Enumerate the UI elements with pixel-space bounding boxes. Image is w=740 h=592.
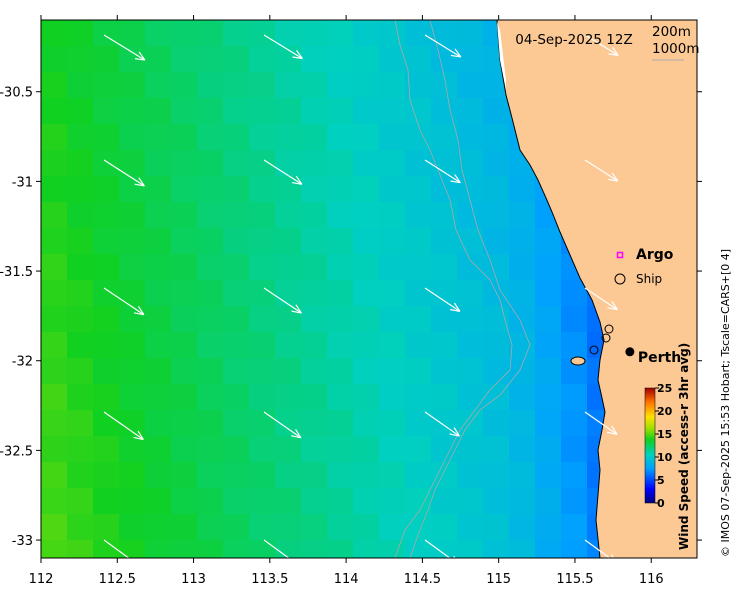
wind-arrow <box>584 287 618 311</box>
wind-arrow <box>424 34 462 58</box>
colorbar-tick-label: 10 <box>657 451 673 464</box>
date-label: 04-Sep-2025 12Z <box>515 32 632 48</box>
wind-arrow <box>263 159 303 185</box>
y-tick-label: -31 <box>12 175 33 190</box>
contour-label-200m: 200m <box>652 24 691 40</box>
colorbar-label: Wind Speed (access-r 3hr avg) <box>677 343 691 550</box>
perth-city-label: Perth <box>638 350 681 366</box>
colorbar-tick-label: 15 <box>657 428 672 441</box>
argo-legend-label: Argo <box>636 247 674 263</box>
x-tick-label: 112.5 <box>99 572 136 587</box>
perth-coast-islands <box>570 324 614 366</box>
colorbar-tick-label: 5 <box>657 474 665 487</box>
wind-arrow <box>103 287 145 316</box>
wind-arrow <box>424 287 461 312</box>
wind-arrow <box>424 159 461 184</box>
x-tick-label: 114 <box>334 572 359 587</box>
y-tick-label: -32.5 <box>0 444 33 459</box>
wind-arrow <box>584 411 618 435</box>
x-tick-label: 116 <box>639 572 664 587</box>
y-tick-label: -30.5 <box>0 86 33 101</box>
wind-arrow <box>424 411 460 437</box>
bathymetry-200m-contour <box>394 20 513 558</box>
plot-frame <box>40 19 698 559</box>
colorbar-tick-label: 25 <box>657 382 672 395</box>
wind-arrow <box>103 411 144 441</box>
wind-arrow <box>584 159 619 182</box>
y-axis-ticks: -30.5 -31 -31.5 -32 -32.5 -33 <box>0 86 702 549</box>
y-tick-label: -32 <box>12 355 33 370</box>
ship-legend-label: Ship <box>636 272 662 286</box>
y-tick-label: -31.5 <box>0 265 33 280</box>
imos-credit: © IMOS 07-Sep-2025 15:53 Hobart; Tscale=… <box>719 249 732 557</box>
wind-arrow <box>263 411 302 439</box>
wind-arrow <box>263 34 303 60</box>
wind-vector-arrows <box>103 34 619 558</box>
x-tick-label: 113 <box>181 572 206 587</box>
x-tick-label: 114.5 <box>404 572 441 587</box>
wind-arrow <box>103 34 146 61</box>
contour-label-1000m: 1000m <box>652 41 700 57</box>
colorbar-ticks: 25 20 15 10 5 0 <box>655 382 673 510</box>
x-axis-ticks: 112 112.5 113 113.5 114 114.5 115 115.5 116 <box>29 15 664 587</box>
coastal-sand-patch <box>497 22 506 90</box>
wind-arrow <box>263 539 296 558</box>
wind-arrow <box>584 34 619 56</box>
bathymetry-1000m-contour <box>409 20 531 558</box>
x-tick-label: 113.5 <box>251 572 288 587</box>
wind-arrow <box>103 159 145 187</box>
colorbar <box>644 387 656 504</box>
colorbar-tick-label: 20 <box>657 405 673 418</box>
argo-marker-icon <box>616 251 624 259</box>
y-tick-label: -33 <box>12 534 33 549</box>
colorbar-tick-label: 0 <box>657 497 665 510</box>
ship-marker-icon <box>614 273 626 285</box>
wind-arrow <box>584 539 615 558</box>
wind-arrow <box>103 539 130 558</box>
perth-city-dot <box>625 347 635 357</box>
x-tick-label: 112 <box>29 572 54 587</box>
x-tick-label: 115 <box>486 572 511 587</box>
x-tick-label: 115.5 <box>556 572 593 587</box>
wind-arrow <box>263 287 302 314</box>
